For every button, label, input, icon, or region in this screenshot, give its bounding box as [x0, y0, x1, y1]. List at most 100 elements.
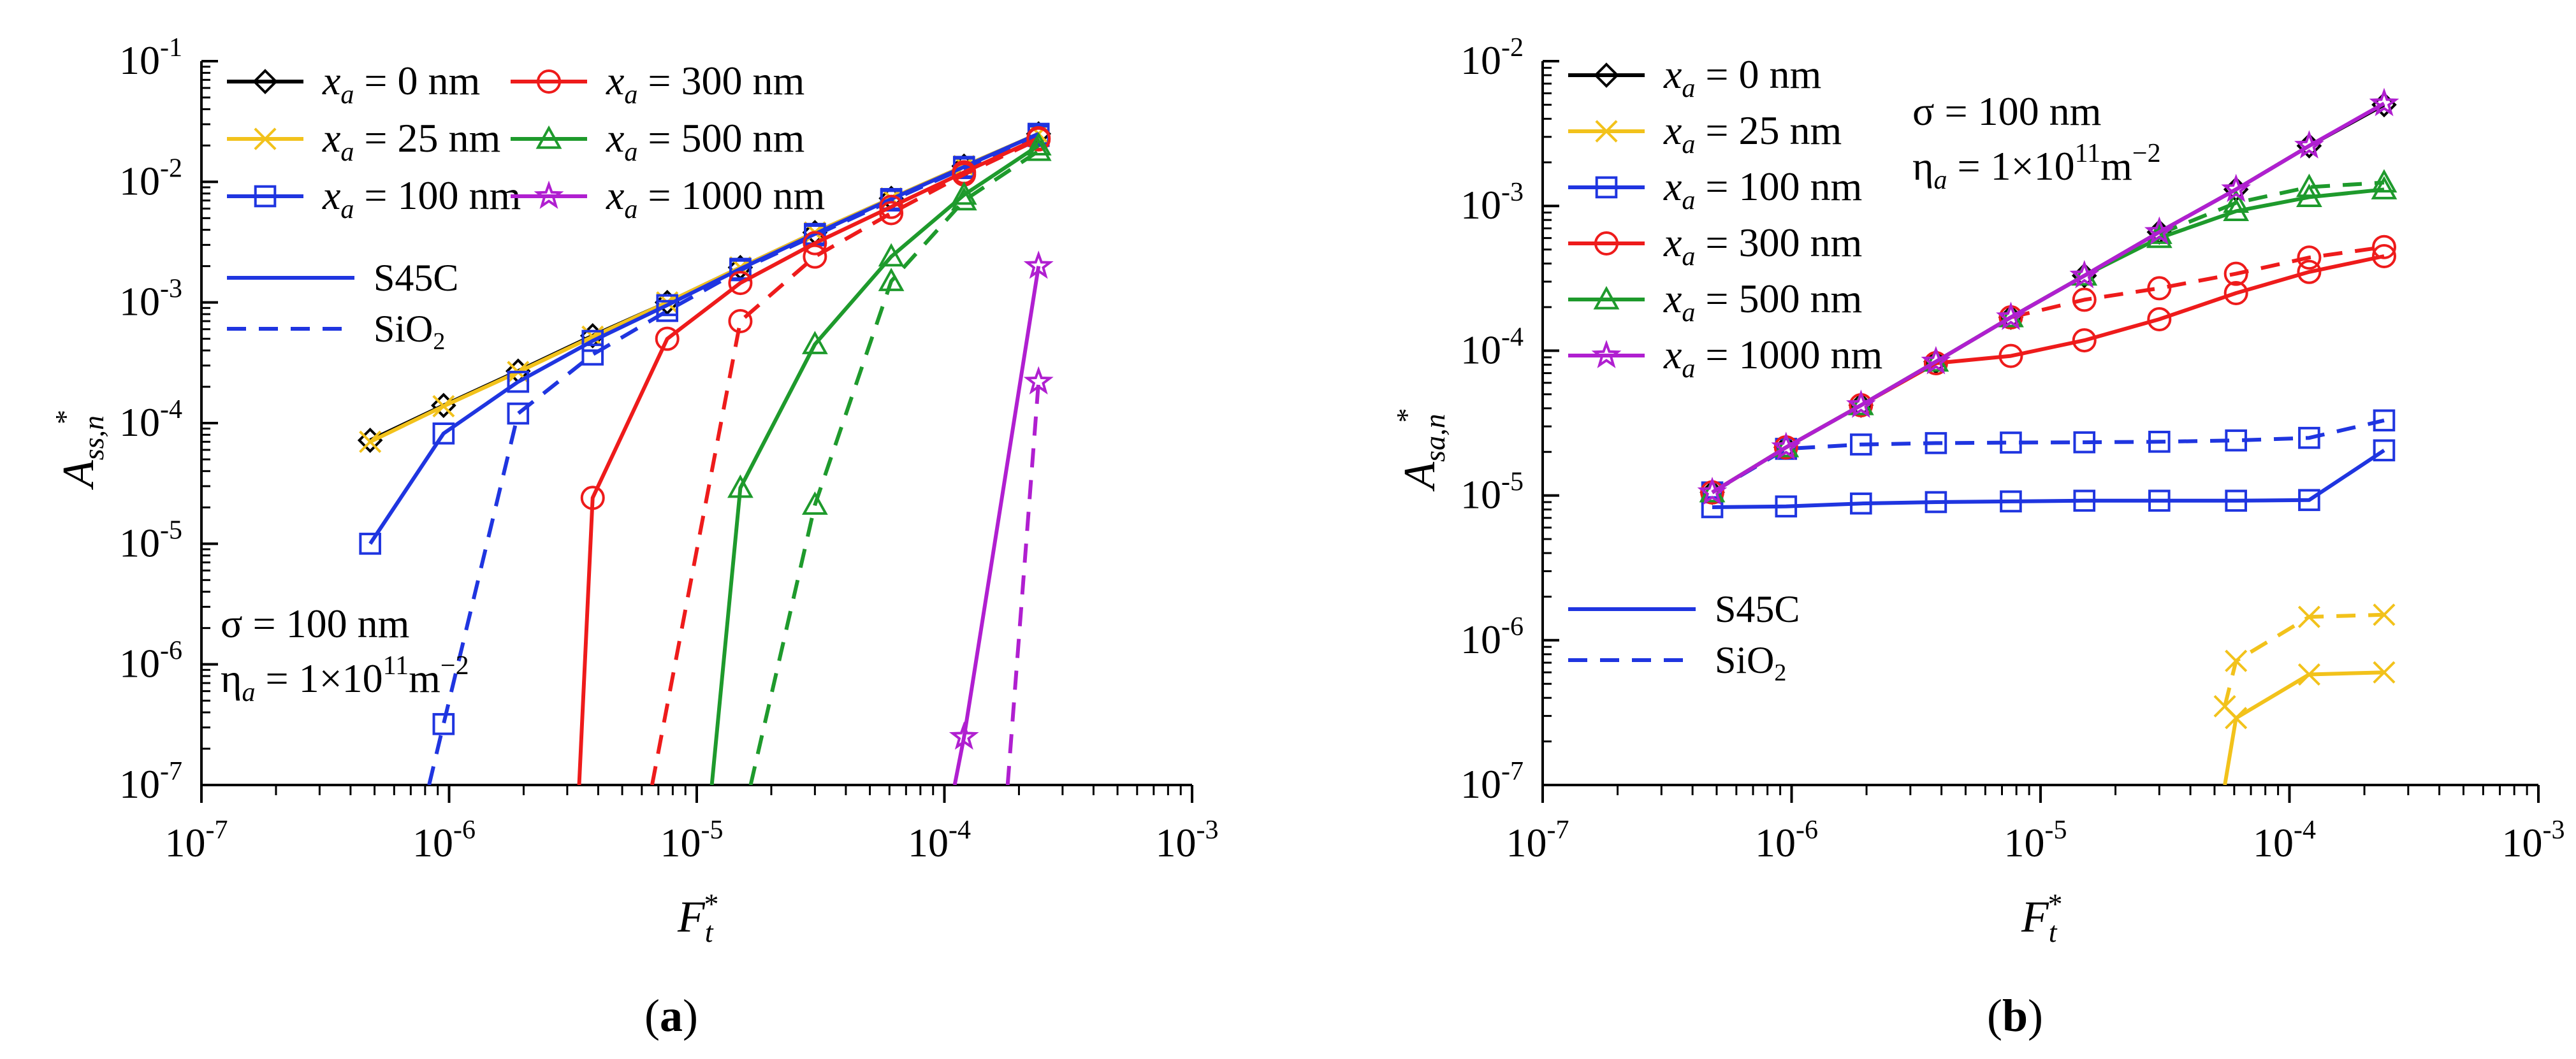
- data-point: [2371, 92, 2397, 118]
- series-line: [1005, 381, 1041, 785]
- tick-exponent: -4: [160, 395, 182, 424]
- data-point: [728, 271, 753, 296]
- legend-text: = 300 nm: [637, 58, 804, 103]
- tick-exponent: -3: [1501, 178, 1524, 207]
- series: [427, 125, 1050, 785]
- annotation-eta-sub: a: [1933, 166, 1947, 195]
- legend-label: xa = 25 nm: [1663, 108, 1842, 159]
- tick-exponent: -6: [1501, 612, 1524, 642]
- series-line: [2223, 612, 2385, 707]
- style-legend-text: SiO: [374, 308, 433, 350]
- tick-base: 10: [119, 520, 160, 565]
- tick-exponent: -2: [1501, 33, 1524, 62]
- x-tick-label: 10-5: [2004, 816, 2067, 865]
- series-line: [368, 132, 1040, 545]
- y-axis-title-group: Ass,n*: [49, 410, 110, 490]
- data-point: [581, 343, 604, 366]
- data-point: [2223, 198, 2250, 222]
- label-superscript: *: [1390, 408, 1423, 422]
- legend-var: x: [606, 173, 624, 218]
- series-line: [427, 134, 1040, 785]
- style-legend-label: SiO2: [1715, 639, 1786, 686]
- annotation-eta-unit: m: [2100, 143, 2132, 189]
- style-legend-text: S45C: [374, 257, 458, 299]
- tick-base: 10: [1460, 617, 1501, 662]
- tick-base: 10: [412, 820, 453, 865]
- data-point: [949, 721, 979, 750]
- series: [748, 137, 1052, 785]
- data-point: [2297, 245, 2322, 270]
- data-point: [950, 187, 977, 211]
- data-point: [2000, 431, 2022, 454]
- tick-base: 10: [119, 641, 160, 686]
- tick-base: 10: [2253, 820, 2294, 865]
- annotation-eta-exp: 11: [2075, 139, 2100, 168]
- legend-marker: [254, 127, 277, 150]
- annotation-eta: ηa = 1×1011m−2: [1912, 139, 2161, 195]
- data-point: [432, 394, 455, 418]
- data-point: [2371, 243, 2396, 268]
- legend-label: xa = 500 nm: [1663, 276, 1862, 328]
- data-point: [950, 181, 977, 205]
- legend-var: x: [1663, 332, 1682, 377]
- data-point: [2147, 276, 2172, 301]
- legend-label: xa = 100 nm: [322, 173, 521, 224]
- series-line: [650, 137, 1040, 785]
- data-point: [2072, 328, 2097, 353]
- label-base: A: [1395, 462, 1444, 492]
- data-point: [1921, 345, 1951, 375]
- label-base: F: [677, 893, 706, 942]
- legend-marker: [1595, 176, 1618, 199]
- legend-var: x: [322, 115, 340, 161]
- style-legend-label: S45C: [1715, 588, 1800, 630]
- x-tick-label: 10-6: [412, 816, 476, 865]
- tick-base: 10: [1755, 820, 1796, 865]
- x-tick-label: 10-4: [2253, 816, 2316, 865]
- legend-label: xa = 0 nm: [322, 58, 480, 110]
- y-tick-label: 10-4: [1460, 322, 1524, 372]
- series-line: [2158, 180, 2385, 236]
- legend-text: = 100 nm: [354, 173, 521, 218]
- annotation-eta: ηa = 1×1011m−2: [221, 651, 469, 707]
- y-tick-label: 10-4: [119, 395, 182, 445]
- data-point: [2373, 603, 2396, 626]
- data-point: [729, 259, 752, 282]
- panel-label-close: ): [683, 990, 698, 1041]
- legend-var: x: [1663, 164, 1682, 209]
- data-point: [1026, 127, 1051, 152]
- y-tick-label: 10-5: [1460, 468, 1524, 517]
- tick-exponent: -7: [1547, 816, 1569, 845]
- legend-text: = 300 nm: [1695, 220, 1862, 265]
- data-point: [2000, 490, 2022, 513]
- y-tick-label: 10-3: [119, 275, 182, 324]
- label-subscript: ss,n: [77, 415, 110, 460]
- tick-exponent: -5: [1501, 468, 1524, 497]
- data-point: [2298, 426, 2320, 449]
- data-point: [878, 243, 905, 267]
- legend-marker: [254, 185, 277, 208]
- data-point: [2297, 605, 2320, 628]
- style-legend-sub: 2: [433, 328, 445, 355]
- tick-exponent: -3: [2543, 816, 2565, 845]
- legend-label: xa = 100 nm: [1663, 164, 1862, 215]
- annotation-eta-value: = 1×10: [1947, 143, 2074, 189]
- x-tick-label: 10-7: [1506, 816, 1569, 865]
- legend-text: = 0 nm: [354, 58, 480, 103]
- data-point: [2223, 261, 2248, 286]
- series: [1005, 366, 1054, 785]
- tick-exponent: -4: [2294, 816, 2316, 845]
- data-point: [878, 268, 905, 291]
- data-point: [1850, 492, 1872, 515]
- data-point: [359, 533, 381, 555]
- tick-base: 10: [2502, 820, 2543, 865]
- data-point: [507, 402, 530, 425]
- label-superscript: *: [704, 888, 719, 920]
- panel-label-open: (: [644, 990, 660, 1041]
- label-superscript: *: [2048, 888, 2063, 920]
- series-line: [709, 143, 1040, 785]
- data-point: [2297, 663, 2320, 686]
- data-point: [803, 231, 827, 256]
- label-superscript: *: [49, 410, 82, 424]
- series: [1697, 87, 2399, 505]
- legend-marker: [535, 125, 562, 149]
